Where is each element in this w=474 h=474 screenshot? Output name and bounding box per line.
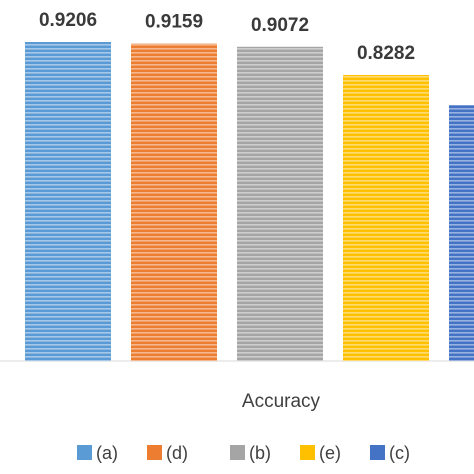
legend-label-c: (c) [389, 443, 410, 463]
bar-texture-e [343, 75, 429, 361]
legend-swatch-d [147, 445, 162, 460]
data-label-b: 0.9072 [251, 15, 309, 36]
legend-swatch-e [300, 445, 315, 460]
data-label-a: 0.9206 [39, 10, 97, 31]
legend-swatch-c [370, 445, 385, 460]
bar-texture-c [449, 105, 474, 361]
legend-label-b: (b) [249, 443, 271, 463]
legend-swatch-a [77, 445, 92, 460]
bar-texture-b [237, 46, 323, 362]
legend-swatch-b [230, 445, 245, 460]
legend-label-d: (d) [166, 443, 188, 463]
legend-label-a: (a) [96, 443, 118, 463]
data-label-d: 0.9159 [145, 12, 203, 33]
x-axis-label: Accuracy [242, 391, 321, 412]
bar-texture-a [25, 42, 111, 361]
bar-texture-d [131, 43, 217, 362]
data-label-e: 0.8282 [357, 43, 415, 64]
legend-label-e: (e) [319, 443, 341, 463]
